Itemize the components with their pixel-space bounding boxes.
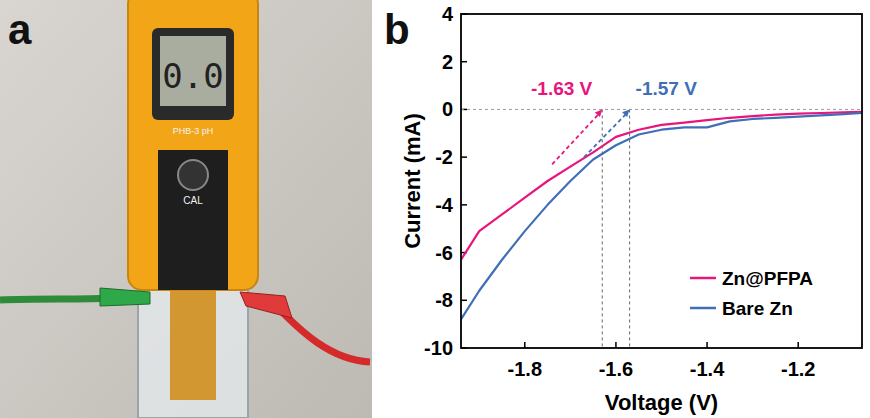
electrode bbox=[170, 290, 216, 400]
legend-label: Bare Zn bbox=[722, 298, 793, 319]
plot-data bbox=[461, 109, 862, 348]
tangent-line bbox=[552, 113, 599, 164]
onset-guide bbox=[629, 109, 630, 348]
series-line bbox=[461, 112, 862, 260]
y-tick-label: 2 bbox=[442, 51, 453, 73]
x-tick-label: -1.6 bbox=[599, 358, 633, 380]
red-wire bbox=[280, 310, 370, 362]
x-axis-title: Voltage (V) bbox=[605, 390, 718, 415]
y-tick-label: -10 bbox=[424, 337, 453, 359]
y-tick-label: -4 bbox=[435, 194, 454, 216]
meter-stripe bbox=[158, 150, 228, 290]
y-tick-label: 0 bbox=[442, 98, 453, 120]
x-tick-label: -1.2 bbox=[781, 358, 815, 380]
green-clip bbox=[100, 288, 150, 306]
meter-model: PHB-3 pH bbox=[173, 126, 214, 136]
x-tick-label: -1.8 bbox=[508, 358, 542, 380]
panel-label: a bbox=[8, 6, 32, 53]
display bbox=[160, 36, 226, 106]
cuvette bbox=[138, 290, 248, 418]
tangent-arrowhead bbox=[622, 109, 629, 117]
photo-panel: 0.0 PHB-3 pH CAL bbox=[0, 0, 372, 418]
tangent-line bbox=[584, 113, 627, 157]
y-tick-label: -6 bbox=[435, 242, 453, 264]
photo-background bbox=[0, 0, 372, 418]
green-wire bbox=[0, 298, 110, 300]
plot-frame bbox=[461, 14, 862, 348]
legend-swatch bbox=[690, 307, 716, 310]
onset-guide bbox=[602, 109, 603, 348]
y-tick-label: 4 bbox=[442, 3, 454, 25]
series-line bbox=[461, 113, 862, 319]
zero-guide bbox=[461, 109, 862, 110]
figure: 0.0 PHB-3 pH CAL a b -10 -8 -6 -4 -2 0 2 4 -1.8 -1.6 -1… bbox=[0, 0, 870, 418]
panel-label: b bbox=[384, 6, 410, 53]
tangent-arrowhead bbox=[595, 109, 602, 117]
meter-button-label: CAL bbox=[183, 195, 203, 206]
meter-button bbox=[178, 160, 208, 190]
legend-label: Zn@PFPA bbox=[722, 268, 813, 289]
meter-body bbox=[128, 0, 258, 290]
annotation-label: -1.63 V bbox=[531, 78, 593, 99]
legend-swatch bbox=[690, 277, 716, 280]
display-frame bbox=[152, 28, 234, 120]
y-axis-title: Current (mA) bbox=[400, 113, 425, 249]
meter-reading: 0.0 bbox=[162, 56, 223, 96]
annotation-label: -1.57 V bbox=[636, 78, 698, 99]
y-tick-label: -2 bbox=[435, 146, 453, 168]
red-clip bbox=[240, 292, 292, 318]
y-tick-label: -8 bbox=[435, 289, 453, 311]
x-tick-label: -1.4 bbox=[690, 358, 725, 380]
